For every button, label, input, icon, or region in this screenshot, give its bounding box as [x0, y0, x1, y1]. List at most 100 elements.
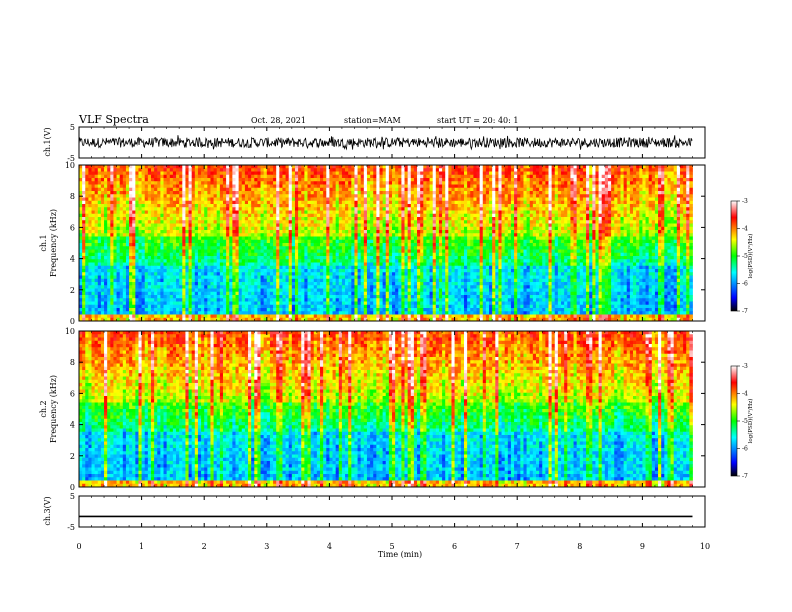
spectrogram-cell [191, 243, 196, 247]
spectrogram-cell [561, 230, 565, 234]
spectrogram-cell [79, 168, 83, 172]
spectrogram-cell [113, 197, 117, 202]
spectrogram-cell [307, 204, 312, 208]
spectrogram-cell [523, 178, 527, 182]
spectrogram-cell [651, 200, 656, 205]
spectrogram-cell [154, 217, 158, 221]
spectrogram-cell [273, 200, 277, 205]
spectrogram-cell [573, 171, 578, 176]
spectrogram-cell [617, 191, 621, 195]
spectrogram-cell [457, 197, 462, 202]
spectrogram-cell [636, 200, 640, 205]
spectrogram-cell [561, 204, 565, 208]
spectrogram-cell [229, 223, 233, 228]
spectrogram-cell [269, 223, 274, 228]
spectrogram-cell [373, 230, 377, 234]
spectrogram-cell [316, 226, 321, 231]
spectrogram-cell [269, 230, 274, 234]
spectrogram-cell [470, 210, 474, 215]
spectrogram-cell [489, 191, 493, 195]
spectrogram-cell [395, 213, 399, 218]
spectrogram-cell [385, 174, 390, 179]
spectrogram-cell [323, 207, 327, 211]
spectrogram-cell [523, 174, 527, 179]
spectrogram-cell [448, 204, 452, 208]
spectrogram-cell [260, 181, 265, 185]
spectrogram-cell [451, 204, 455, 208]
spectrogram-cell [520, 168, 524, 172]
spectrogram-cell [426, 181, 430, 185]
spectrogram-cell [504, 213, 509, 218]
spectrogram-cell [526, 239, 531, 244]
spectrogram-cell [204, 194, 208, 198]
spectrogram-cell [257, 223, 261, 228]
spectrogram-cell [194, 187, 199, 192]
spectrogram-cell [207, 223, 211, 228]
spectrogram-cell [648, 210, 653, 215]
spectrogram-cell [172, 246, 177, 250]
spectrogram-cell [683, 223, 687, 228]
spectrogram-cell [423, 243, 427, 247]
spectrogram-cell [651, 181, 656, 185]
spectrogram-cell [576, 236, 581, 241]
spectrogram-cell [179, 243, 183, 247]
spectrogram-cell [154, 246, 158, 250]
spectrogram-cell [125, 236, 130, 241]
spectrogram-cell [514, 184, 518, 189]
spectrogram-cell [113, 184, 117, 189]
spectrogram-cell [432, 207, 437, 211]
spectrogram-cell [338, 233, 343, 237]
spectrogram-cell [564, 168, 568, 172]
spectrogram-cell [523, 239, 527, 244]
spectrogram-cell [542, 191, 546, 195]
spectrogram-cell [485, 210, 490, 215]
spectrogram-cell [104, 213, 108, 218]
spectrogram-cell [476, 174, 481, 179]
spectrogram-cell [479, 243, 484, 247]
spectrogram-cell [438, 213, 443, 218]
spectrogram-cell [604, 210, 609, 215]
spectrogram-cell [667, 181, 671, 185]
spectrogram-cell [592, 178, 596, 182]
spectrogram-cell [144, 191, 149, 195]
spectrogram-cell [517, 200, 521, 205]
spectrogram-cell [598, 220, 603, 224]
spectrogram-cell [661, 213, 665, 218]
spectrogram-cell [194, 239, 199, 244]
spectrogram-cell [507, 230, 512, 234]
spectrogram-cell [310, 210, 315, 215]
spectrogram-cell [604, 236, 609, 241]
spectrogram-cell [163, 171, 168, 176]
spectrogram-cell [144, 168, 149, 172]
spectrogram-cell [266, 243, 271, 247]
spectrogram-cell [463, 171, 468, 176]
spectrogram-cell [614, 233, 618, 237]
spectrogram-cell [623, 168, 628, 172]
spectrogram-cell [510, 178, 515, 182]
spectrogram-cell [338, 220, 343, 224]
spectrogram-cell [398, 168, 402, 172]
spectrogram-cell [611, 223, 615, 228]
spectrogram-cell [664, 233, 668, 237]
spectrogram-cell [288, 233, 293, 237]
spectrogram-cell [573, 220, 578, 224]
spectrogram-cell [222, 191, 227, 195]
spectrogram-cell [269, 226, 274, 231]
spectrogram-cell [276, 174, 280, 179]
spectrogram-cell [313, 197, 318, 202]
spectrogram-cell [129, 239, 133, 244]
spectrogram-cell [398, 187, 402, 192]
spectrogram-cell [332, 187, 337, 192]
spectrogram-cell [363, 239, 368, 244]
spectrogram-cell [197, 187, 202, 192]
spectrogram-cell [94, 236, 99, 241]
spectrogram-cell [467, 178, 471, 182]
spectrogram-cell [545, 204, 549, 208]
spectrogram-cell [216, 213, 221, 218]
spectrogram-cell [686, 217, 690, 221]
spectrogram-cell [454, 165, 459, 169]
spectrogram-cell [116, 236, 121, 241]
spectrogram-cell [182, 187, 186, 192]
spectrogram-cell [570, 194, 574, 198]
spectrogram-cell [539, 178, 543, 182]
